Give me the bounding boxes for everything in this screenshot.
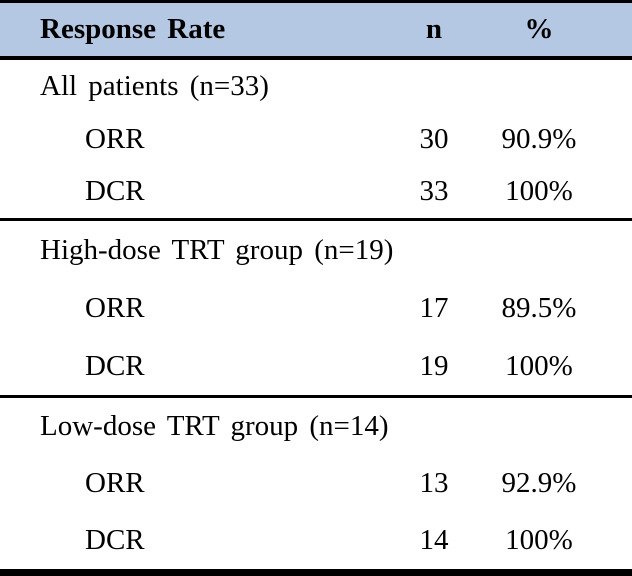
column-header-response-rate: Response Rate bbox=[40, 13, 226, 45]
value-n: 30 bbox=[419, 122, 449, 155]
group-label: All patients (n=33) bbox=[40, 69, 269, 102]
metric-label: ORR bbox=[85, 291, 145, 324]
group-label: Low-dose TRT group (n=14) bbox=[40, 410, 389, 442]
group-row-all-patients: All patients (n=33) bbox=[0, 60, 632, 113]
group-label: High-dose TRT group (n=19) bbox=[40, 233, 394, 266]
metric-label: DCR bbox=[85, 175, 145, 208]
value-percent: 100% bbox=[505, 175, 573, 208]
value-n: 13 bbox=[419, 467, 449, 499]
group-row-low-dose: Low-dose TRT group (n=14) bbox=[0, 398, 632, 455]
value-percent: 90.9% bbox=[501, 122, 577, 155]
table-header-row: Response Rate n % bbox=[0, 3, 632, 60]
section-low-dose-trt: Low-dose TRT group (n=14) ORR 13 92.9% D… bbox=[0, 398, 632, 569]
group-row-high-dose: High-dose TRT group (n=19) bbox=[0, 221, 632, 279]
table-row-dcr: DCR 14 100% bbox=[0, 512, 632, 569]
value-n: 33 bbox=[419, 175, 449, 208]
section-all-patients: All patients (n=33) ORR 30 90.9% DCR 33 … bbox=[0, 60, 632, 221]
metric-label: ORR bbox=[85, 467, 145, 499]
metric-label: DCR bbox=[85, 349, 145, 382]
table-row-orr: ORR 30 90.9% bbox=[0, 113, 632, 166]
table-row-orr: ORR 13 92.9% bbox=[0, 455, 632, 512]
value-n: 14 bbox=[419, 524, 449, 556]
value-n: 17 bbox=[419, 291, 449, 324]
table-row-dcr: DCR 19 100% bbox=[0, 337, 632, 395]
value-percent: 92.9% bbox=[501, 467, 577, 499]
metric-label: ORR bbox=[85, 122, 145, 155]
value-percent: 100% bbox=[505, 349, 573, 382]
metric-label: DCR bbox=[85, 524, 145, 556]
table-row-orr: ORR 17 89.5% bbox=[0, 279, 632, 337]
value-n: 19 bbox=[419, 349, 449, 382]
column-header-n: n bbox=[425, 13, 443, 45]
value-percent: 89.5% bbox=[501, 291, 577, 324]
table-row-dcr: DCR 33 100% bbox=[0, 165, 632, 218]
value-percent: 100% bbox=[505, 524, 573, 556]
column-header-percent: % bbox=[524, 13, 554, 45]
section-high-dose-trt: High-dose TRT group (n=19) ORR 17 89.5% … bbox=[0, 221, 632, 398]
